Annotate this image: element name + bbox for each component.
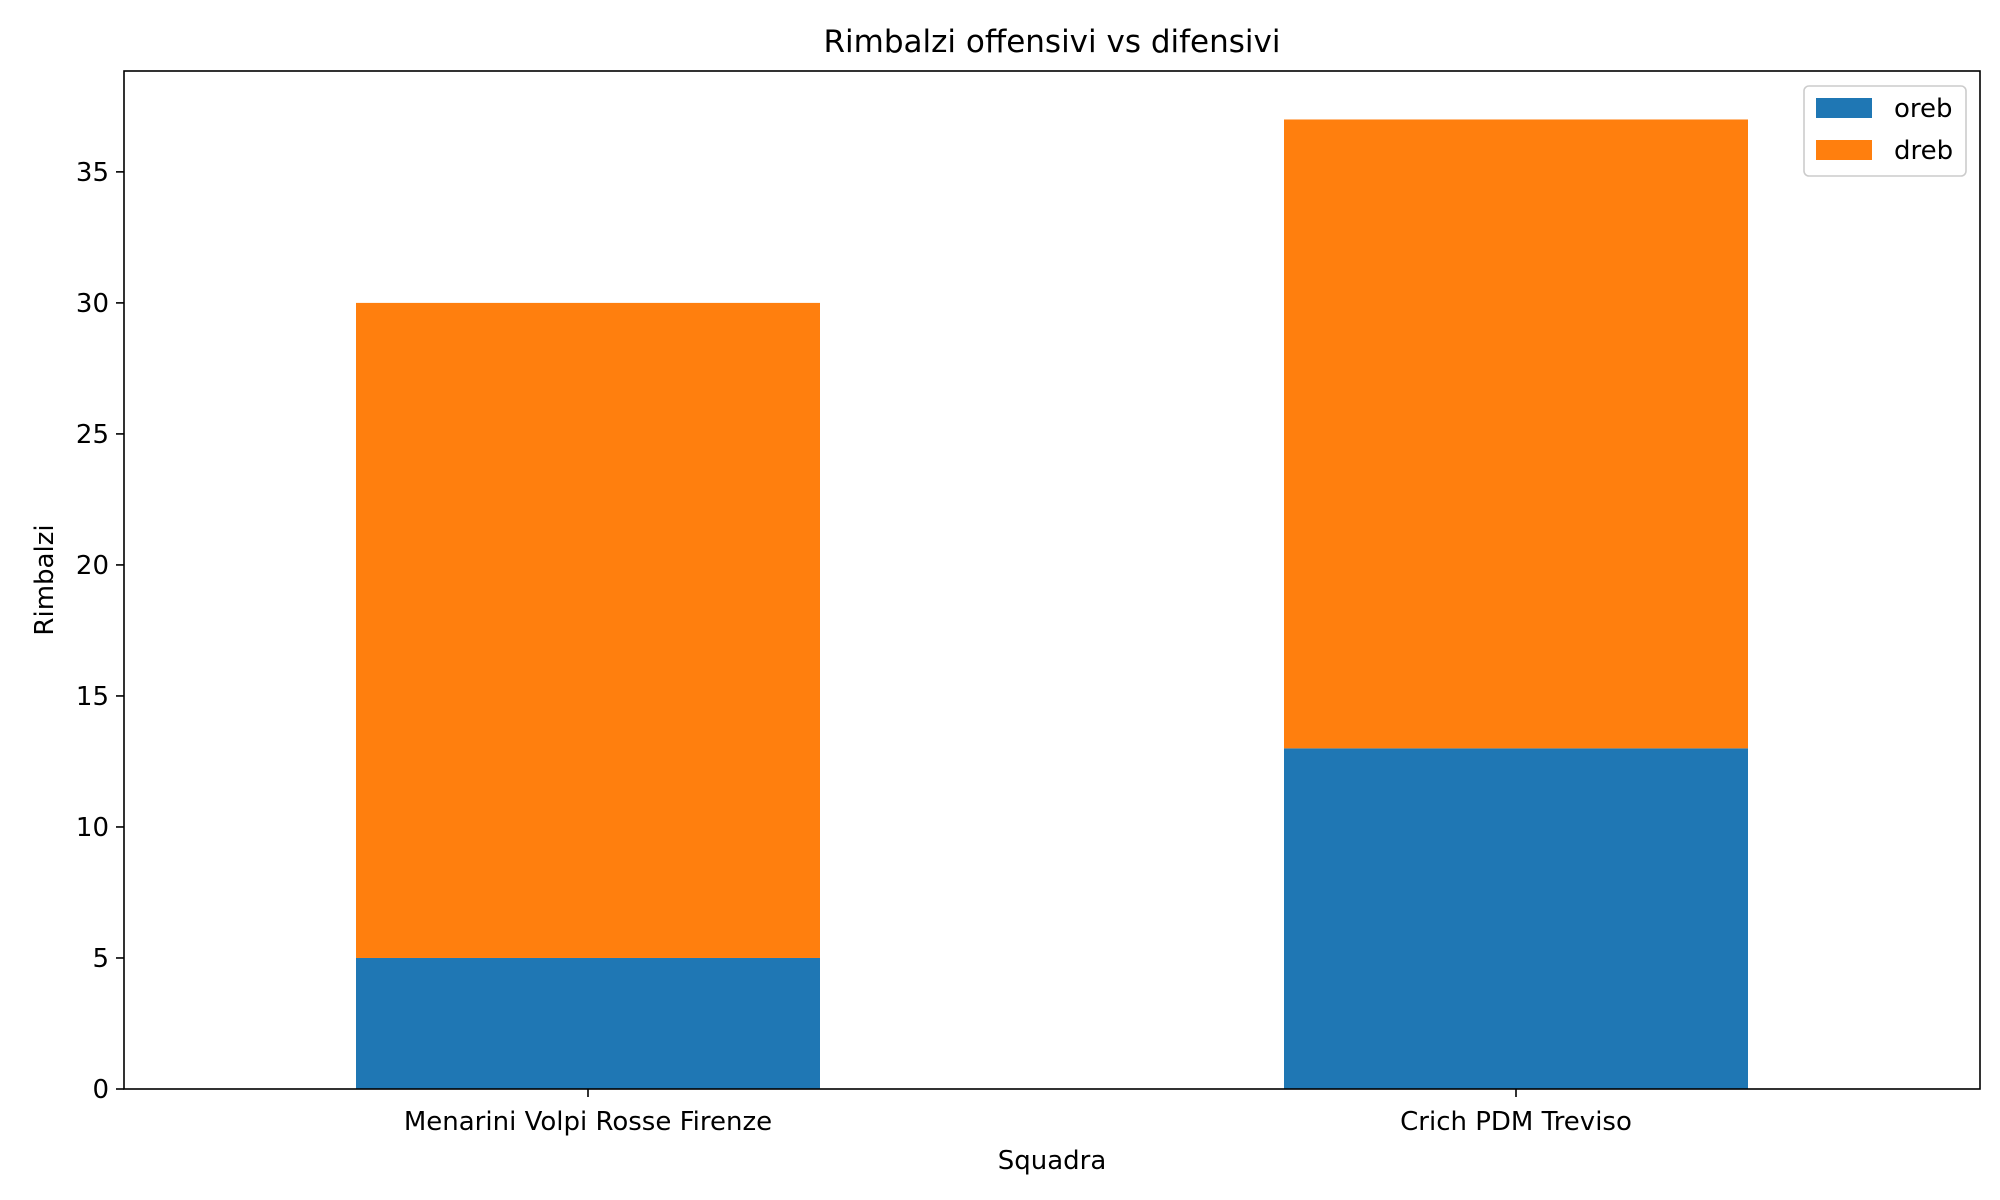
legend-label-dreb: dreb [1894, 136, 1953, 166]
plot-frame [123, 70, 1981, 1090]
x-tick-label: Menarini Volpi Rosse Firenze [404, 1107, 772, 1137]
y-tick-label: 10 [76, 813, 109, 843]
y-tick-label: 30 [76, 289, 109, 319]
y-tick-label: 35 [76, 158, 109, 188]
bar-oreb-1 [1284, 748, 1748, 1089]
bar-dreb-1 [1284, 119, 1748, 749]
bar-oreb-0 [356, 957, 820, 1089]
legend-swatch-dreb [1816, 140, 1872, 160]
y-axis-label: Rimbalzi [30, 524, 60, 635]
y-tick-label: 5 [92, 944, 109, 974]
x-axis-ticks: Menarini Volpi Rosse Firenze Crich PDM Tr… [404, 1089, 1632, 1137]
legend-swatch-oreb [1816, 98, 1872, 118]
y-tick-label: 0 [92, 1075, 109, 1105]
y-tick-label: 20 [76, 551, 109, 581]
bar-dreb-0 [356, 302, 820, 958]
legend: oreb dreb [1803, 85, 1967, 177]
x-tick-label: Crich PDM Treviso [1400, 1107, 1632, 1137]
chart-title: Rimbalzi offensivi vs difensivi [824, 24, 1281, 60]
y-tick-label: 15 [76, 682, 109, 712]
bars [356, 119, 1748, 1089]
x-axis-label: Squadra [998, 1146, 1107, 1176]
y-tick-label: 25 [76, 420, 109, 450]
plot-area: 0 5 10 15 20 25 30 35 Menarini Volpi Rosse Fire… [76, 70, 1981, 1137]
y-axis-ticks: 0 5 10 15 20 25 30 35 [76, 158, 124, 1105]
legend-label-oreb: oreb [1894, 94, 1953, 124]
